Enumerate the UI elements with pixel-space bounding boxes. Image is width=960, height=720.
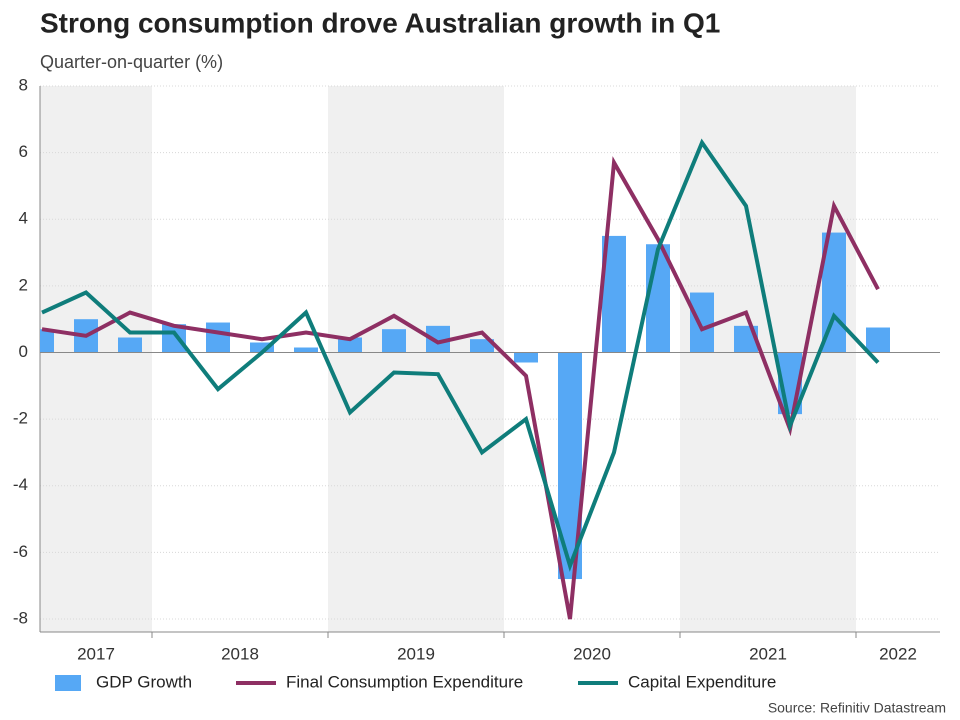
bar [40, 329, 54, 353]
x-tick-label: 2022 [879, 644, 917, 663]
year-band [680, 86, 856, 632]
y-tick-label: -4 [13, 475, 28, 494]
bar [646, 244, 670, 353]
source: Source: Refinitiv Datastream [768, 700, 946, 716]
bar [382, 329, 406, 353]
bar [118, 337, 142, 353]
bar [250, 342, 274, 353]
y-tick-label: 0 [19, 342, 28, 361]
y-tick-label: 2 [19, 275, 28, 294]
line-series [41, 156, 880, 620]
bar [866, 327, 890, 353]
y-tick-label: -8 [13, 608, 28, 627]
bar [206, 322, 230, 353]
legend-label: GDP Growth [96, 672, 192, 691]
x-tick-label: 2017 [77, 644, 115, 663]
bar [514, 352, 538, 363]
y-tick-label: 4 [19, 209, 28, 228]
y-tick-label: 6 [19, 142, 28, 161]
y-tick-label: -2 [13, 409, 28, 428]
legend-swatch [55, 675, 81, 691]
x-tick-label: 2021 [749, 644, 787, 663]
y-tick-label: -6 [13, 542, 28, 561]
legend-label: Final Consumption Expenditure [286, 672, 523, 691]
bar [294, 347, 318, 353]
year-band [40, 86, 152, 632]
bar [338, 337, 362, 353]
year-band [328, 86, 504, 632]
x-tick-label: 2018 [221, 644, 259, 663]
line-series [41, 138, 880, 572]
bar [470, 339, 494, 353]
chart-subtitle: Quarter-on-quarter (%) [40, 52, 223, 72]
x-tick-label: 2020 [573, 644, 611, 663]
legend-label: Capital Expenditure [628, 672, 776, 691]
x-tick-label: 2019 [397, 644, 435, 663]
bar [690, 292, 714, 353]
y-tick-label: 8 [19, 75, 28, 94]
chart-title: Strong consumption drove Australian grow… [40, 7, 720, 38]
